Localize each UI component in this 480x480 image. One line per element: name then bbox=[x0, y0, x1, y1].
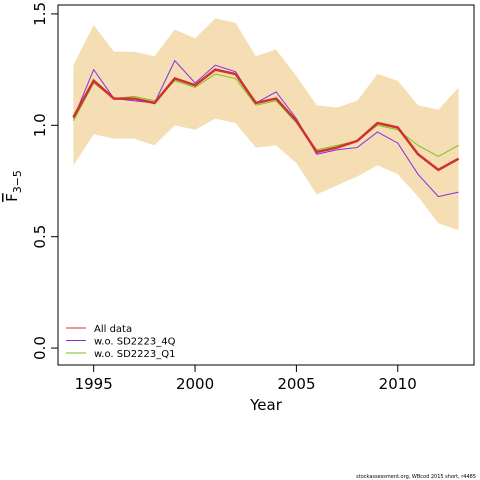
series-line bbox=[72, 68, 460, 172]
y-label-main: F3−5 bbox=[3, 170, 24, 202]
y-tick-label: 1.0 bbox=[31, 113, 49, 137]
y-tick-label: 1.5 bbox=[31, 2, 49, 26]
x-tick-label: 2005 bbox=[277, 375, 315, 393]
series-line bbox=[72, 59, 459, 198]
legend-label: w.o. SD2223_Q1 bbox=[94, 349, 175, 360]
y-label-sub: 3−5 bbox=[11, 170, 24, 193]
y-tick-label: 0.5 bbox=[31, 225, 49, 249]
y-tick-label: 0.0 bbox=[31, 336, 49, 360]
x-tick-label: 2000 bbox=[176, 375, 214, 393]
series-line bbox=[72, 73, 459, 158]
plot-frame bbox=[57, 4, 475, 366]
x-tick-label: 2010 bbox=[379, 375, 417, 393]
legend-label: All data bbox=[94, 324, 132, 335]
x-tick-label: 1995 bbox=[75, 375, 113, 393]
confidence-band bbox=[73, 18, 459, 231]
y-axis-label: F3−5 bbox=[3, 170, 24, 202]
x-axis-label: Year bbox=[249, 396, 283, 414]
y-label-f: F bbox=[3, 193, 21, 202]
legend-label: w.o. SD2223_4Q bbox=[94, 337, 176, 348]
footnote: stockassessment.org, WBcod 2015 short, r… bbox=[356, 474, 476, 480]
